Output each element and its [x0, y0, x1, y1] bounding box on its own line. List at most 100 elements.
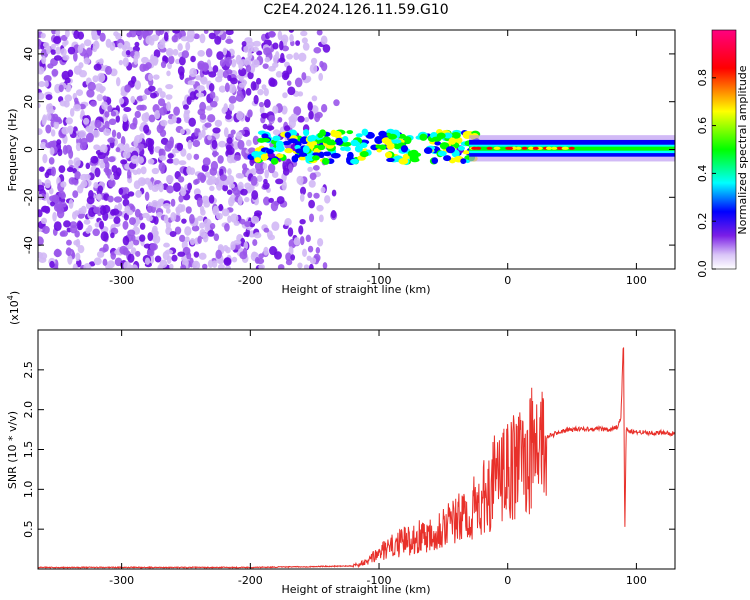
heatmap-cell — [199, 222, 205, 229]
heatmap-cell — [117, 42, 124, 49]
heatmap-cell — [228, 183, 235, 189]
heatmap-cell — [431, 157, 439, 165]
heatmap-cell — [298, 152, 308, 157]
heatmap-cell — [51, 30, 57, 35]
heatmap-cell — [134, 134, 143, 144]
heatmap-cell — [38, 102, 41, 109]
heatmap-cell — [151, 34, 159, 42]
heatmap-cell — [74, 210, 80, 216]
heatmap-cell — [107, 104, 113, 113]
heatmap-cell — [286, 80, 292, 87]
heatmap-cell — [49, 147, 55, 156]
heatmap-cell — [180, 204, 186, 212]
snr-x-tick-label: -200 — [238, 574, 263, 587]
heatmap-cell — [353, 141, 361, 147]
heatmap-cell — [62, 40, 67, 47]
heatmap-cell — [251, 251, 258, 258]
heatmap-cell — [242, 163, 248, 170]
heatmap-cell — [61, 126, 70, 135]
heatmap-cell — [92, 129, 100, 138]
heatmap-cell — [64, 30, 70, 38]
heatmap-cell — [221, 208, 230, 217]
snr-scale-label: (x104) — [6, 291, 21, 325]
heatmap-cell — [76, 220, 83, 231]
snr-scale-exponent: 4 — [6, 295, 15, 300]
heatmap-cell — [126, 209, 134, 216]
heatmap-cell — [222, 47, 228, 56]
heatmap-cell — [75, 142, 82, 152]
heatmap-cell — [308, 179, 316, 188]
heatmap-cell — [271, 171, 279, 178]
heatmap-cell — [344, 146, 351, 152]
heatmap-cell — [171, 34, 178, 43]
heatmap-cell — [124, 143, 130, 153]
heatmap-cell — [350, 158, 360, 165]
heatmap-cell — [307, 245, 314, 253]
heatmap-cell — [115, 33, 123, 40]
heatmap-cell — [97, 72, 106, 83]
heatmap-cell — [115, 147, 121, 153]
heatmap-cell — [207, 259, 214, 268]
heatmap-cell — [104, 111, 110, 118]
heatmap-cell — [159, 39, 166, 45]
heatmap-cell — [122, 150, 131, 159]
heatmap-cell — [225, 246, 231, 254]
heatmap-cell — [251, 59, 260, 68]
heatmap-cell — [73, 97, 79, 104]
heatmap-cell — [302, 145, 310, 154]
heatmap-cell — [212, 205, 220, 216]
heatmap-cell — [272, 129, 281, 136]
heatmap-cell — [318, 151, 325, 159]
colorbar-tick-label: 0.6 — [696, 117, 709, 135]
heatmap-cell — [199, 205, 205, 213]
heatmap-cell — [175, 117, 182, 124]
heatmap-cell — [272, 135, 281, 142]
heatmap-cell — [38, 166, 45, 172]
heatmap-cell — [163, 202, 171, 209]
heatmap-cell — [154, 109, 161, 120]
heatmap-cell — [211, 260, 218, 268]
heatmap-cell — [118, 59, 124, 66]
heatmap-cell — [237, 139, 245, 150]
heatmap-cell — [317, 237, 324, 247]
heatmap-cell — [238, 67, 247, 77]
heatmap-cell — [122, 198, 130, 207]
heatmap-cell — [210, 160, 219, 171]
heatmap-cell — [87, 81, 96, 91]
heatmap-cell — [213, 30, 221, 35]
heatmap-cell — [96, 250, 105, 258]
heatmap-cell — [151, 55, 159, 65]
heatmap-cell — [208, 194, 215, 204]
heatmap-cell — [51, 68, 59, 77]
heatmap-cell — [172, 48, 179, 56]
heatmap-cell — [76, 259, 82, 268]
heatmap-cell — [268, 114, 276, 123]
heatmap-cell — [107, 260, 115, 269]
heatmap-cell — [282, 167, 290, 176]
heatmap-cell — [436, 132, 446, 140]
heatmap-cell — [208, 71, 217, 78]
heatmap-cell — [423, 147, 433, 155]
heatmap-cell — [201, 62, 209, 72]
heatmap-cell — [217, 258, 224, 265]
heatmap-cell — [203, 30, 209, 35]
heatmap-cell — [86, 196, 95, 205]
heatmap-cell — [130, 95, 136, 104]
heatmap-cell — [99, 162, 106, 169]
heatmap-cell — [263, 178, 268, 184]
heatmap-cell — [194, 127, 199, 137]
colorbar-gradient — [712, 30, 736, 269]
heatmap-cell — [181, 50, 190, 59]
heatmap-cell — [184, 236, 190, 243]
heatmap-cell — [115, 115, 121, 123]
heatmap-cell — [226, 154, 235, 164]
heatmap-cell — [73, 52, 78, 62]
heatmap-cell — [486, 146, 493, 150]
heatmap-cell — [189, 214, 195, 224]
heatmap-cell — [98, 58, 104, 65]
heatmap-cell — [568, 146, 575, 150]
heatmap-cell — [207, 230, 215, 237]
heatmap-cell — [172, 182, 181, 192]
heatmap-cell — [98, 85, 106, 92]
heatmap-x-axis-label: Height of straight line (km) — [281, 283, 430, 296]
